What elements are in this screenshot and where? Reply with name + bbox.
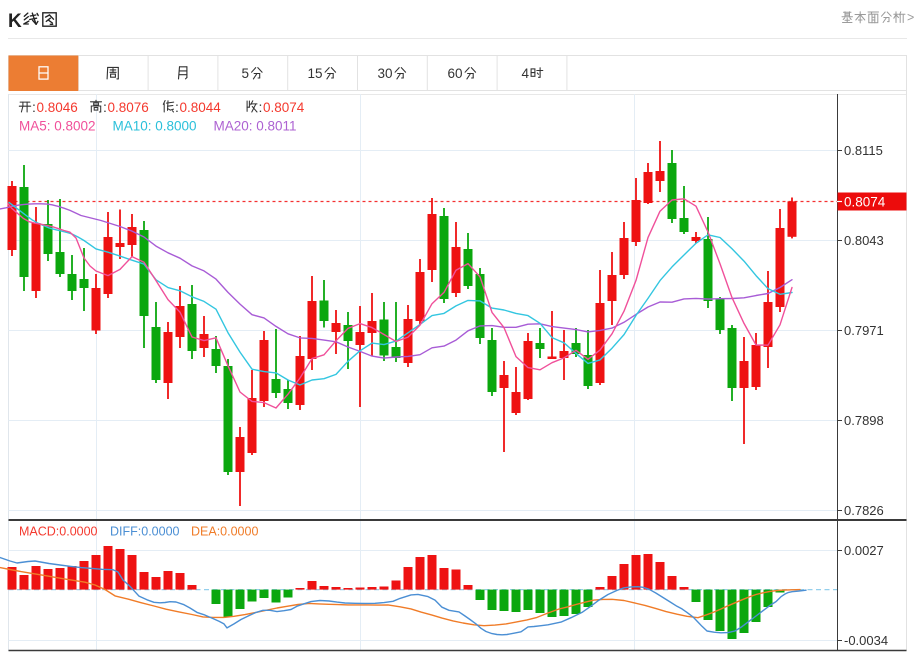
svg-text:0.8046: 0.8046	[37, 100, 78, 115]
svg-text:0.7898: 0.7898	[844, 413, 884, 428]
svg-text:0.8074: 0.8074	[263, 100, 305, 115]
svg-text:>: >	[907, 11, 914, 25]
svg-text:15: 15	[308, 66, 323, 81]
svg-text::: :	[103, 99, 107, 115]
svg-text:0.8044: 0.8044	[180, 100, 222, 115]
svg-text:-0.0034: -0.0034	[844, 633, 888, 648]
svg-text:MA20: 0.8011: MA20: 0.8011	[214, 119, 297, 134]
svg-text::: :	[175, 99, 179, 115]
svg-text:0.7826: 0.7826	[844, 503, 884, 518]
svg-text:30: 30	[378, 66, 393, 81]
svg-text:0.8074: 0.8074	[844, 195, 886, 210]
svg-text:DIFF:0.0000: DIFF:0.0000	[110, 525, 180, 539]
svg-text:MA5: 0.8002: MA5: 0.8002	[19, 119, 96, 134]
svg-text:MA10: 0.8000: MA10: 0.8000	[113, 119, 197, 134]
svg-text:0.0027: 0.0027	[844, 543, 884, 558]
svg-text:MACD:0.0000: MACD:0.0000	[19, 525, 98, 539]
svg-text:0.8076: 0.8076	[108, 100, 149, 115]
svg-text:5: 5	[242, 66, 250, 81]
svg-text::: :	[32, 99, 36, 115]
svg-text:0.8115: 0.8115	[844, 143, 883, 158]
svg-text:60: 60	[448, 66, 463, 81]
svg-text:K: K	[8, 11, 22, 32]
svg-text:0.8043: 0.8043	[844, 233, 884, 248]
svg-text:DEA:0.0000: DEA:0.0000	[191, 525, 258, 539]
svg-text::: :	[259, 99, 263, 115]
svg-text:0.7971: 0.7971	[844, 323, 884, 338]
svg-text:4: 4	[522, 66, 530, 81]
